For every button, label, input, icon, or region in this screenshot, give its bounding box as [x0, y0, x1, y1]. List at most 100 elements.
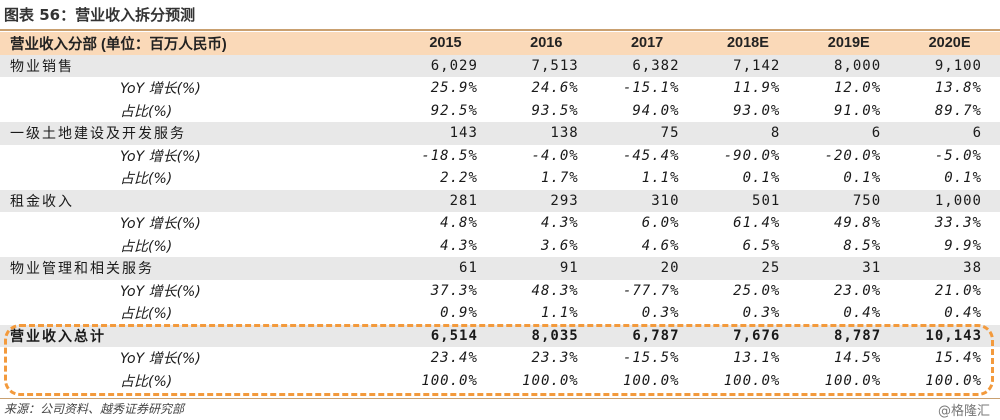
table-cell: 100.0% [596, 369, 698, 392]
table-cell: 4.6% [596, 234, 698, 257]
table-cell: 100.0% [495, 369, 597, 392]
table-cell: 0.3% [697, 302, 799, 325]
table-cell: 10,143 [899, 324, 1000, 347]
table-cell: 6,029 [395, 54, 496, 77]
table-cell: 24.6% [495, 77, 597, 100]
table-cell: 91.0% [798, 99, 900, 122]
table-header-row: 营业收入分部 (单位：百万人民币) 2015 2016 2017 2018E 2… [0, 32, 1000, 55]
metric-row: 占比(%) 92.5% 93.5% 94.0% 93.0% 91.0% 89.7% [0, 99, 1000, 122]
table-cell: -5.0% [899, 144, 1000, 167]
metric-row: YoY 增长(%) 25.9% 24.6% -15.1% 11.9% 12.0% 13.8% [0, 77, 1000, 100]
year-header: 2018E [697, 32, 799, 55]
table-cell: 9,100 [899, 54, 1000, 77]
source-divider [0, 398, 1000, 399]
table-cell: 23.3% [495, 347, 597, 370]
metric-label: 占比(%) [0, 369, 396, 392]
metric-label: YoY 增长(%) [0, 144, 396, 167]
table-cell: 6 [798, 122, 900, 145]
metric-row: YoY 增长(%) 4.8% 4.3% 6.0% 61.4% 49.8% 33.3% [0, 212, 1000, 235]
metric-row: YoY 增长(%) 37.3% 48.3% -77.7% 25.0% 23.0% 21.0% [0, 279, 1000, 302]
table-cell: 7,676 [697, 324, 799, 347]
revenue-breakdown-table: 营业收入分部 (单位：百万人民币) 2015 2016 2017 2018E 2… [0, 32, 1000, 392]
table-cell: 310 [596, 189, 698, 212]
table-cell: -15.5% [596, 347, 698, 370]
table-cell: 14.5% [798, 347, 900, 370]
table-cell: 501 [697, 189, 799, 212]
table-cell: 100.0% [395, 369, 496, 392]
table-cell: 49.8% [798, 212, 900, 235]
year-header: 2020E [899, 32, 1000, 55]
metric-label: 占比(%) [0, 234, 396, 257]
metric-label: 占比(%) [0, 99, 396, 122]
table-cell: 7,513 [495, 54, 597, 77]
table-cell: 92.5% [395, 99, 496, 122]
table-cell: 0.9% [395, 302, 496, 325]
table-cell: 93.5% [495, 99, 597, 122]
table-cell: 25 [697, 257, 799, 280]
table-cell: 6,514 [395, 324, 496, 347]
table-cell: 1.1% [596, 167, 698, 190]
table-cell: 23.4% [395, 347, 496, 370]
table-cell: 23.0% [798, 279, 900, 302]
segment-row: 物业管理和相关服务 61 91 20 25 31 38 [0, 257, 1000, 280]
table-cell: 1,000 [899, 189, 1000, 212]
table-cell: 15.4% [899, 347, 1000, 370]
table-cell: 7,142 [697, 54, 799, 77]
table-cell: 91 [495, 257, 597, 280]
table-cell: 21.0% [899, 279, 1000, 302]
table-cell: 25.0% [697, 279, 799, 302]
metric-row: 占比(%) 2.2% 1.7% 1.1% 0.1% 0.1% 0.1% [0, 167, 1000, 190]
title-divider [0, 29, 1000, 31]
table-cell: 6,382 [596, 54, 698, 77]
table-cell: -20.0% [798, 144, 900, 167]
segment-row: 一级土地建设及开发服务 143 138 75 8 6 6 [0, 122, 1000, 145]
metric-label: YoY 增长(%) [0, 77, 396, 100]
watermark-text: @格隆汇 [937, 404, 990, 419]
table-cell: 89.7% [899, 99, 1000, 122]
table-cell: 25.9% [395, 77, 496, 100]
metric-label: YoY 增长(%) [0, 279, 396, 302]
metric-row: YoY 增长(%) 23.4% 23.3% -15.5% 13.1% 14.5% 15.4% [0, 347, 1000, 370]
table-cell: 100.0% [899, 369, 1000, 392]
table-cell: 61.4% [697, 212, 799, 235]
table-cell: 0.4% [899, 302, 1000, 325]
year-header: 2016 [495, 32, 597, 55]
year-header: 2017 [596, 32, 698, 55]
table-cell: -77.7% [596, 279, 698, 302]
metric-label: YoY 增长(%) [0, 347, 396, 370]
table-cell: -15.1% [596, 77, 698, 100]
metric-label: YoY 增长(%) [0, 212, 396, 235]
table-cell: 13.1% [697, 347, 799, 370]
table-cell: 13.8% [899, 77, 1000, 100]
table-cell: 4.8% [395, 212, 496, 235]
table-cell: 143 [395, 122, 496, 145]
table-cell: 94.0% [596, 99, 698, 122]
table-cell: -4.0% [495, 144, 597, 167]
table-cell: 0.1% [899, 167, 1000, 190]
table-cell: 8,787 [798, 324, 900, 347]
table-cell: 1.7% [495, 167, 597, 190]
table-cell: 6.5% [697, 234, 799, 257]
table-cell: 61 [395, 257, 496, 280]
figure-title: 图表 56：营业收入拆分预测 [4, 6, 196, 24]
table-cell: 4.3% [395, 234, 496, 257]
table-cell: 6 [899, 122, 1000, 145]
table-cell: 2.2% [395, 167, 496, 190]
table-cell: 3.6% [495, 234, 597, 257]
table-cell: 93.0% [697, 99, 799, 122]
table-cell: 293 [495, 189, 597, 212]
metric-row: YoY 增长(%) -18.5% -4.0% -45.4% -90.0% -20.0% -5… [0, 144, 1000, 167]
segment-row: 物业销售 6,029 7,513 6,382 7,142 8,000 9,100 [0, 54, 1000, 77]
segment-label: 物业管理和相关服务 [0, 257, 396, 280]
table-cell: 8,035 [495, 324, 597, 347]
table-cell: 31 [798, 257, 900, 280]
table-cell: -45.4% [596, 144, 698, 167]
table-cell: 20 [596, 257, 698, 280]
metric-label: 占比(%) [0, 302, 396, 325]
table-cell: 750 [798, 189, 900, 212]
metric-row: 占比(%) 100.0% 100.0% 100.0% 100.0% 100.0% 100.0… [0, 369, 1000, 392]
table-cell: 8.5% [798, 234, 900, 257]
table-cell: 138 [495, 122, 597, 145]
segment-label: 营业收入总计 [0, 324, 396, 347]
table-cell: 8,000 [798, 54, 900, 77]
